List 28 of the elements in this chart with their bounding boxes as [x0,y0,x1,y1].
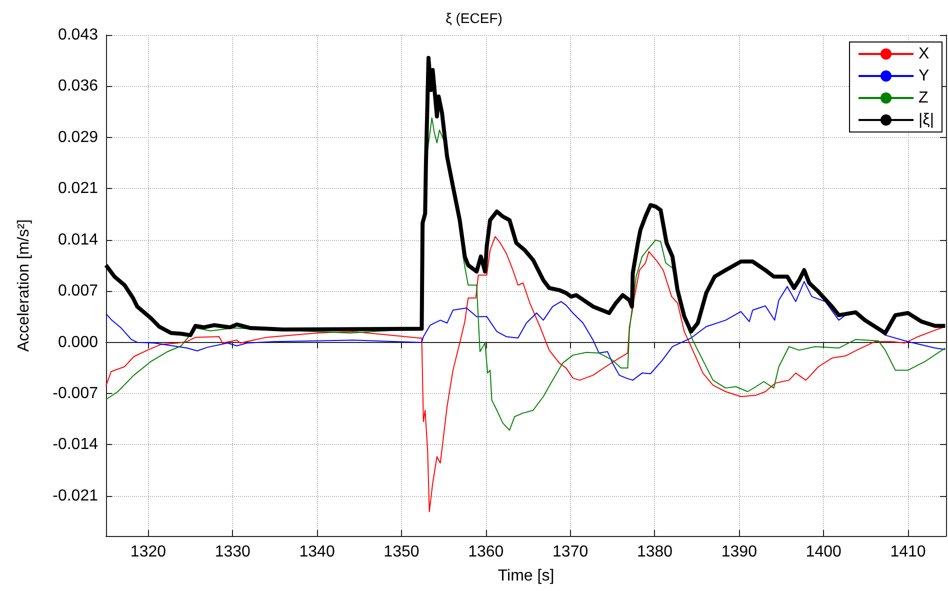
x-tick-label: 1390 [721,544,758,560]
y-tick-label: 0.029 [58,128,98,146]
x-tick-label: 1380 [636,544,673,560]
legend-label: |ξ| [918,112,934,128]
y-axis-title: Acceleration [m/s²] [16,219,32,352]
y-tick-label: 0.007 [58,282,98,300]
x-tick-label: 1330 [214,544,251,560]
y-tick-label: 0.043 [58,26,98,44]
chart-title: ξ (ECEF) [446,10,502,26]
y-tick-label: -0.014 [52,436,98,454]
line-series [106,281,946,381]
y-tick-label: 0.000 [58,334,98,351]
y-tick-label: 0.036 [58,78,98,95]
legend-label: Z [918,90,929,106]
x-tick-label: 1370 [552,544,588,560]
y-tick-label: -0.007 [52,385,98,402]
legend-label: X [918,46,930,62]
x-tick-label: 1320 [130,544,166,560]
x-tick-label: 1340 [299,544,335,560]
legend-label: Y [918,68,930,84]
x-tick-label: 1360 [468,544,504,560]
y-tick-label: 0.021 [58,180,98,198]
x-tick-label: 1350 [384,544,420,560]
y-tick-label: -0.021 [52,487,98,504]
y-tick-label: 0.014 [58,231,98,248]
x-tick-label: 1410 [890,544,926,560]
x-tick-label: 1400 [806,544,842,560]
x-axis-title: Time [s] [498,568,554,584]
